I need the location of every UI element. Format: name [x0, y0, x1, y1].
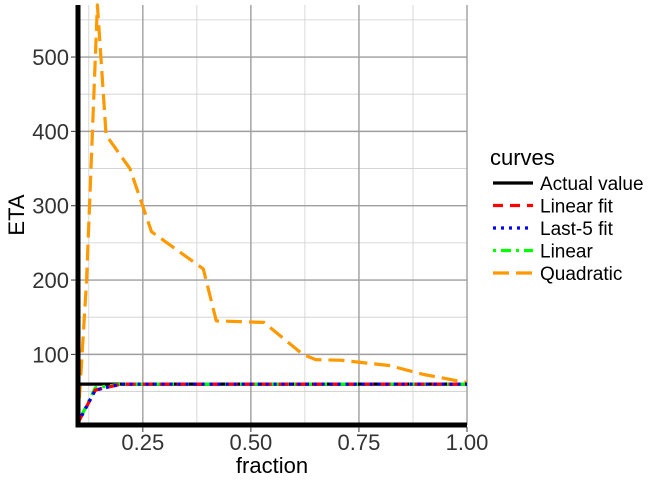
- grid-lines: [78, 5, 468, 425]
- y-tick-label: 100: [32, 342, 69, 367]
- series-line-linear: [76, 382, 467, 424]
- legend-label-quadratic: Quadratic: [540, 264, 622, 285]
- x-axis-title: fraction: [236, 453, 308, 478]
- x-tick-label: 0.75: [338, 430, 381, 455]
- y-tick-label: 400: [32, 119, 69, 144]
- y-tick-label: 300: [32, 194, 69, 219]
- x-tick-label: 0.25: [121, 430, 164, 455]
- tick-labels: 0.25 0.50 0.75 1.00 100 200 300 400 500: [32, 45, 488, 455]
- axes: [75, 5, 467, 428]
- legend-label-last-5-fit: Last-5 fit: [540, 219, 614, 240]
- legend-label-linear-fit: Linear fit: [540, 197, 614, 218]
- series-line-linear-fit: [76, 382, 467, 424]
- legend-label-linear: Linear: [540, 242, 593, 263]
- series-line-quadratic: [76, 3, 468, 422]
- y-tick-label: 500: [32, 45, 69, 70]
- x-tick-label: 0.50: [229, 430, 272, 455]
- y-tick-label: 200: [32, 268, 69, 293]
- series-lines: [76, 3, 468, 424]
- x-tick-label: 1.00: [446, 430, 489, 455]
- legend-label-actual-value: Actual value: [540, 174, 644, 195]
- legend-title: curves: [490, 145, 555, 170]
- y-axis-title: ETA: [4, 194, 29, 235]
- series-line-last-5-fit: [76, 382, 467, 424]
